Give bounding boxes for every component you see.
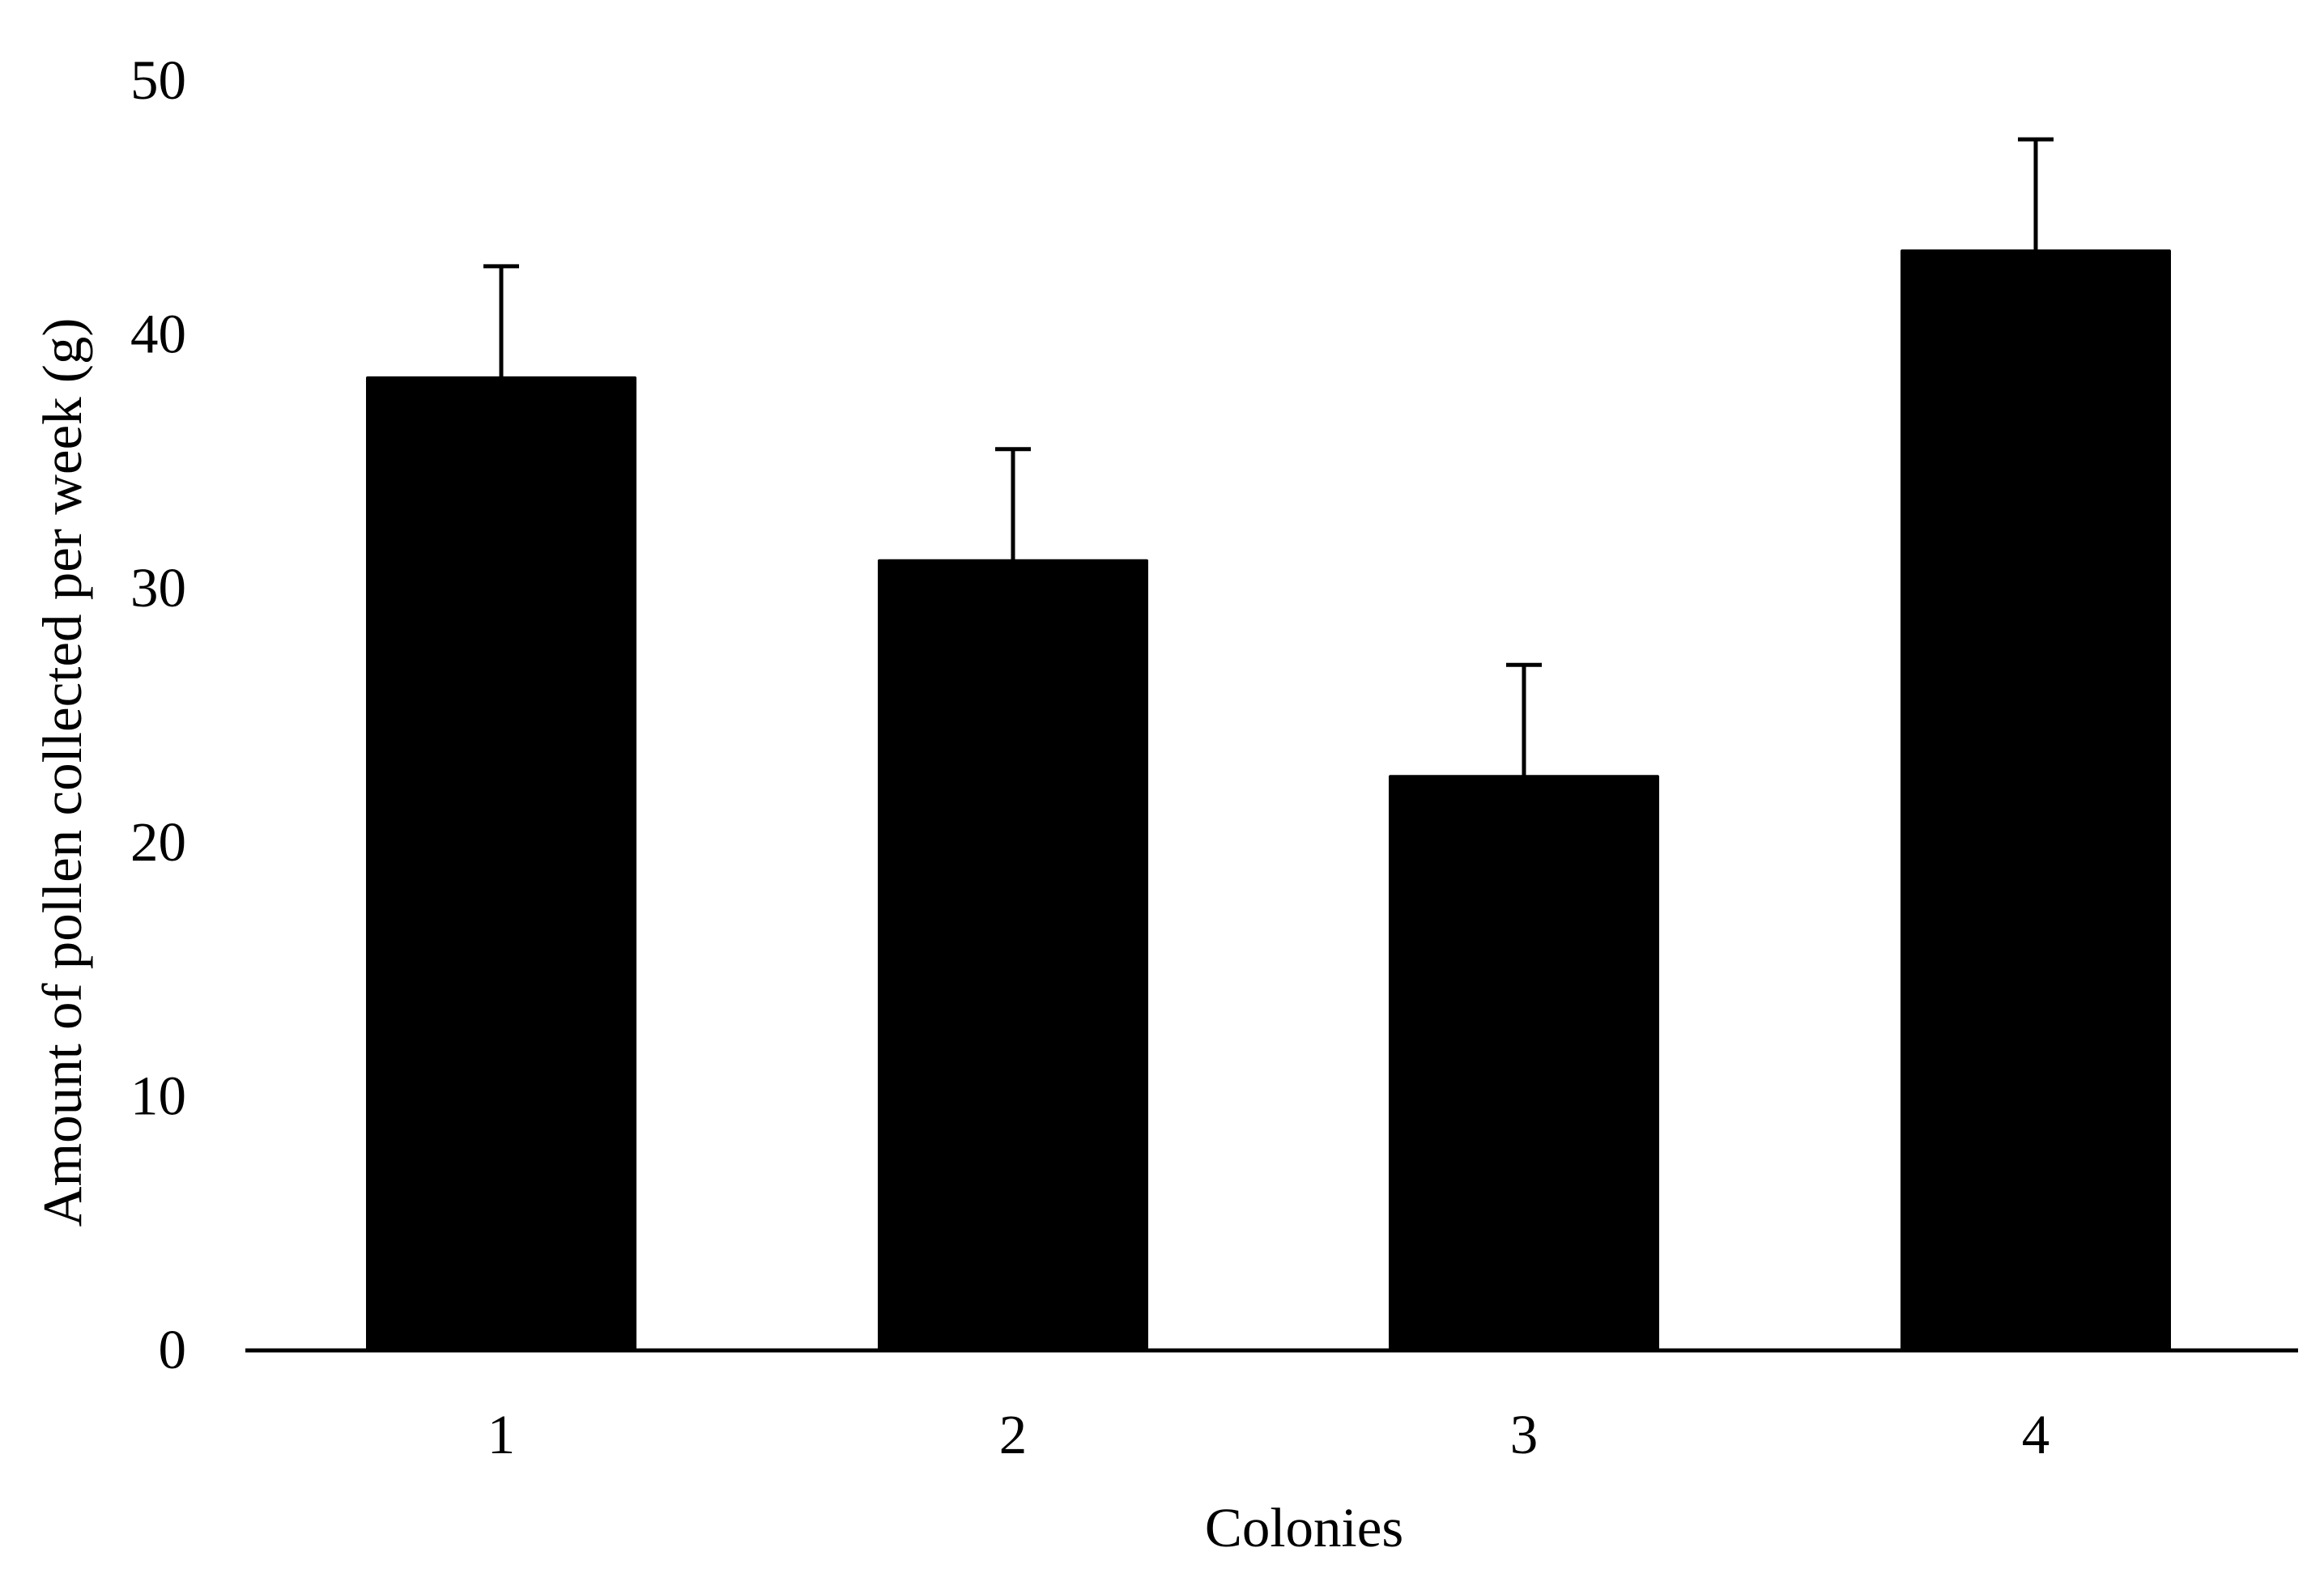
x-tick-label: 4 bbox=[2022, 1404, 2050, 1465]
x-tick-label: 1 bbox=[487, 1404, 516, 1465]
error-bars bbox=[483, 137, 2054, 777]
y-tick-label: 20 bbox=[130, 811, 186, 873]
bar bbox=[1900, 249, 2171, 1352]
y-axis-tick-labels: 0 10 20 30 40 50 bbox=[130, 49, 186, 1380]
error-bar bbox=[995, 447, 1031, 561]
bar bbox=[1389, 775, 1659, 1352]
error-bar bbox=[1506, 662, 1542, 777]
x-axis-title: Colonies bbox=[1205, 1497, 1403, 1558]
y-tick-label: 0 bbox=[159, 1319, 187, 1380]
y-tick-label: 30 bbox=[130, 557, 186, 619]
y-axis-title: Amount of pollen collected per week (g) bbox=[32, 318, 93, 1227]
bar bbox=[878, 559, 1148, 1352]
x-axis-tick-labels: 1 2 3 4 bbox=[487, 1404, 2050, 1465]
bars bbox=[366, 249, 2171, 1352]
y-tick-label: 10 bbox=[130, 1065, 186, 1126]
x-tick-label: 2 bbox=[999, 1404, 1028, 1465]
bar bbox=[366, 376, 636, 1352]
y-tick-label: 50 bbox=[130, 49, 186, 111]
error-bar bbox=[2018, 137, 2054, 252]
x-tick-label: 3 bbox=[1510, 1404, 1539, 1465]
error-bar bbox=[483, 264, 519, 378]
y-tick-label: 40 bbox=[130, 304, 186, 365]
